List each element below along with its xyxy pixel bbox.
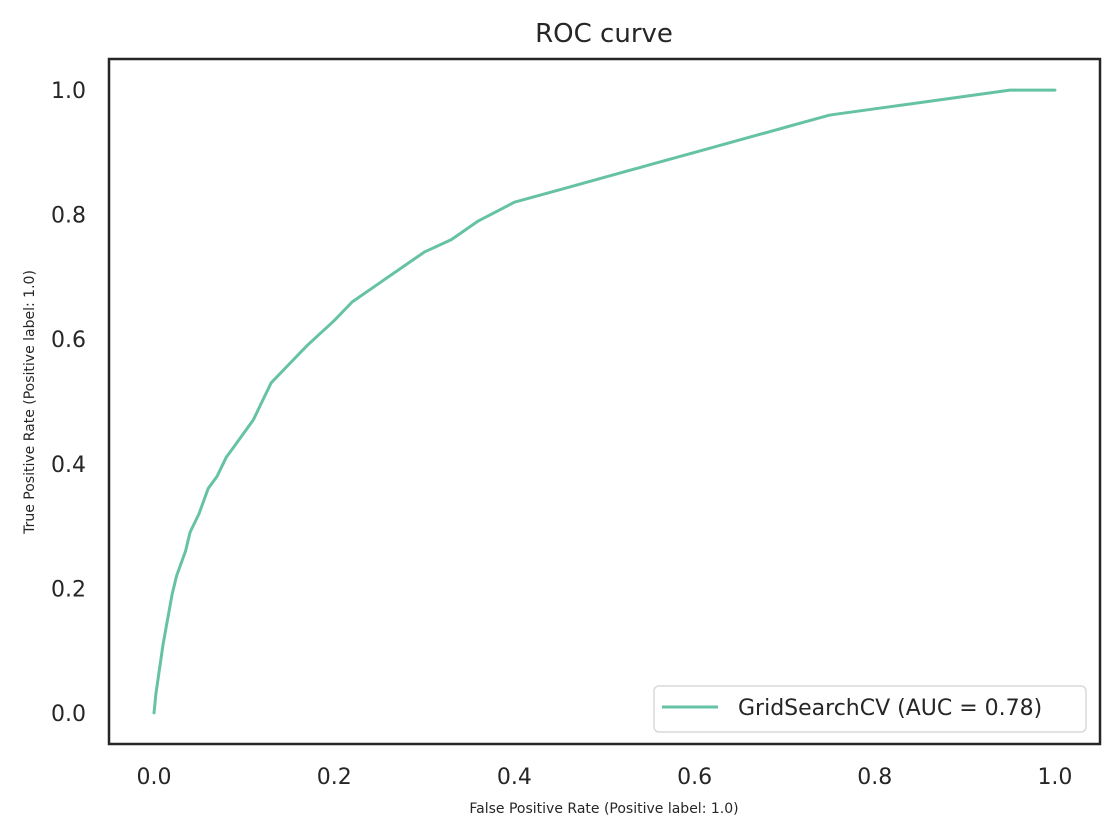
x-tick-label: 0.0	[137, 765, 172, 790]
y-tick-labels: 0.0 0.2 0.4 0.6 0.8 1.0	[51, 79, 86, 727]
x-axis-label: False Positive Rate (Positive label: 1.0…	[469, 801, 738, 817]
y-tick-label: 0.4	[51, 453, 86, 478]
y-tick-label: 0.0	[51, 702, 86, 727]
x-tick-label: 0.6	[677, 765, 712, 790]
y-tick-label: 1.0	[51, 79, 86, 104]
legend-frame	[653, 685, 1087, 733]
roc-line	[152, 88, 1057, 715]
legend-label: GridSearchCV (AUC = 0.78)	[738, 696, 1042, 721]
plot-area	[107, 57, 1102, 746]
y-tick-label: 0.6	[51, 328, 86, 353]
plot-frame	[107, 57, 1102, 746]
chart-title: ROC curve	[535, 19, 673, 49]
x-tick-label: 0.4	[497, 765, 532, 790]
y-axis-label: True Positive Rate (Positive label: 1.0)	[22, 270, 38, 535]
x-tick-label: 1.0	[1037, 765, 1072, 790]
legend: GridSearchCV (AUC = 0.78)	[653, 685, 1087, 733]
y-tick-label: 0.8	[51, 204, 86, 229]
x-tick-labels: 0.0 0.2 0.4 0.6 0.8 1.0	[137, 765, 1073, 790]
y-tick-label: 0.2	[51, 577, 86, 602]
x-tick-label: 0.8	[857, 765, 892, 790]
x-tick-label: 0.2	[317, 765, 352, 790]
